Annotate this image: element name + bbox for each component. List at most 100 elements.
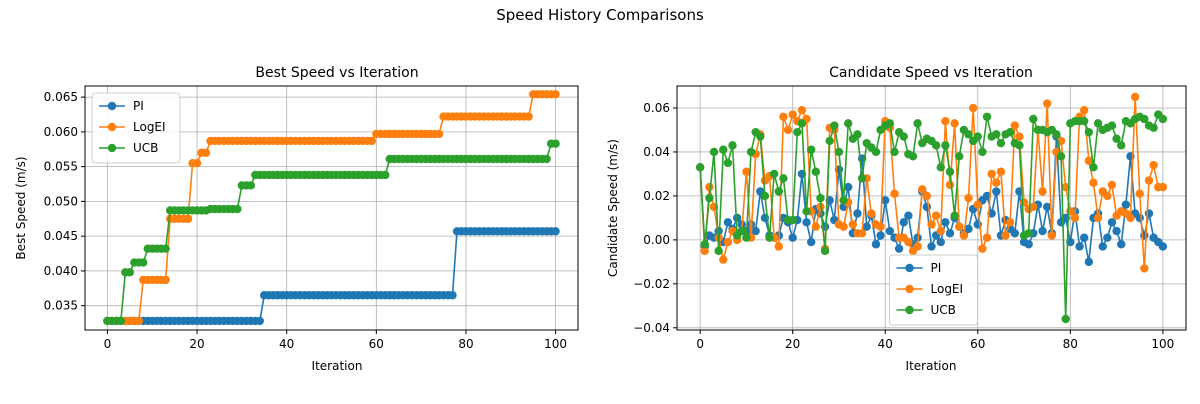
legend-marker [905,305,914,315]
chart-title: Best Speed vs Iteration [255,65,418,81]
legend-label: PI [931,261,942,275]
data-point [1117,240,1126,249]
data-point [719,145,728,154]
data-point [964,193,973,203]
data-point [542,154,551,164]
data-point [899,132,908,141]
data-point [1093,213,1103,223]
data-point [885,119,895,128]
x-axis-label: Iteration [312,359,363,373]
data-point [779,174,788,183]
data-point [161,275,170,285]
legend: PI LogEI UCB [889,254,978,326]
data-point [964,130,973,139]
data-point [1075,242,1084,251]
data-point [723,237,733,247]
data-point [941,116,950,126]
data-point [1121,200,1131,209]
legend-item: LogEI [896,282,963,296]
data-point [839,196,848,205]
data-point [1052,130,1061,139]
data-point [1084,156,1094,165]
legend-marker [107,101,117,111]
data-point [1080,233,1089,242]
x-tick-label: 40 [878,337,893,351]
data-point [719,255,728,264]
data-point [1056,152,1066,161]
data-point [811,167,821,176]
data-point [945,180,955,190]
plot-frame [676,85,1187,331]
data-point [1107,121,1117,130]
data-point [705,182,714,192]
data-point [1029,114,1038,124]
data-point [1015,141,1024,150]
data-point [848,220,858,229]
legend: PI LogEI UCB [91,92,181,164]
data-point [1084,127,1094,137]
candidate-speed-chart: Candidate Speed vs Iteration Iteration C… [606,65,1187,373]
y-tick-label: 0.02 [643,189,670,203]
data-point [950,211,959,220]
data-point [1140,264,1149,273]
data-point [945,167,955,176]
data-point [1005,127,1015,137]
best-speed-chart: Best Speed vs Iteration Iteration Best S… [14,65,579,373]
x-axis-label: Iteration [906,359,957,373]
data-point [125,268,135,277]
data-point [751,226,760,236]
data-point [1084,257,1094,267]
data-point [950,119,959,128]
data-point [1126,213,1135,223]
data-point [1029,202,1038,212]
data-point [931,211,941,220]
data-point [139,258,148,267]
data-point [853,209,862,218]
data-point [760,191,770,201]
data-point [742,233,751,242]
series-line [107,230,556,322]
data-point [955,152,964,161]
data-point [1158,182,1168,192]
data-point [899,218,908,227]
data-point [908,152,918,161]
data-point [1112,134,1121,143]
data-point [779,112,788,121]
data-point [793,127,802,137]
legend-label: UCB [931,303,956,317]
data-point [788,215,797,225]
data-point [201,148,211,157]
data-point [737,226,746,236]
data-point [1103,191,1112,201]
data-point [161,244,170,253]
x-tick-label: 60 [970,337,985,351]
data-point [1117,141,1126,150]
data-point [844,119,853,128]
data-point [982,233,992,242]
data-point [723,158,733,168]
data-point [700,240,709,249]
data-point [1130,92,1140,102]
y-axis-label: Best Speed (m/s) [14,156,28,259]
data-point [756,132,765,141]
data-point [876,222,885,231]
data-point [1103,233,1112,242]
y-tick-label: 0.050 [44,194,78,208]
data-point [192,158,202,168]
data-point [788,233,797,242]
data-point [1149,123,1158,132]
legend-item: PI [99,99,144,113]
legend-marker [905,284,914,294]
data-point [1038,187,1047,196]
data-point [820,246,830,256]
data-point [806,237,816,247]
data-point [1144,176,1154,185]
data-point [894,244,904,253]
x-tick-label: 40 [279,337,294,351]
data-point [434,129,444,139]
data-point [802,218,811,227]
data-point [797,119,807,128]
data-point [774,187,783,196]
data-point [1001,231,1010,240]
data-point [830,121,839,130]
